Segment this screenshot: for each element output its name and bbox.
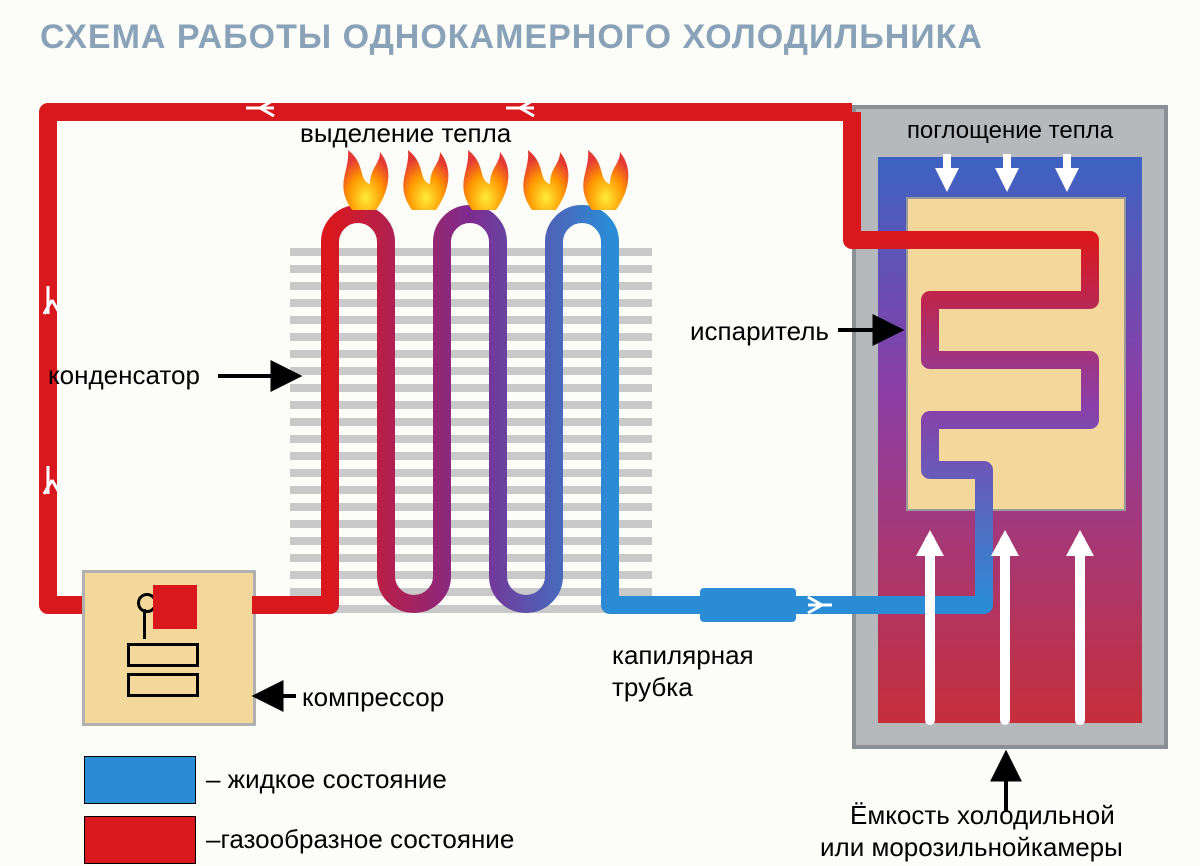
compressor-piston-icon <box>127 673 199 697</box>
heat-absorption-label: поглощение тепла <box>856 117 1164 145</box>
evaporator-box <box>906 197 1126 511</box>
legend-liquid-text: – жидкое состояние <box>206 764 447 795</box>
legend-gas-swatch <box>84 816 196 864</box>
diagram-canvas: СХЕМА РАБОТЫ ОДНОКАМЕРНОГО ХОЛОДИЛЬНИКА … <box>0 0 1200 866</box>
capillary-tube <box>700 588 796 622</box>
compressor-box <box>82 570 256 726</box>
flow-marker-icon <box>808 597 832 613</box>
page-title: СХЕМА РАБОТЫ ОДНОКАМЕРНОГО ХОЛОДИЛЬНИКА <box>40 18 983 57</box>
flame-icon <box>343 150 628 210</box>
capillary-label-1: капилярная <box>612 640 754 671</box>
legend-liquid-swatch <box>84 756 196 804</box>
compressor-motor-icon <box>153 585 197 629</box>
compressor-shaft-icon <box>143 609 146 639</box>
compressor-piston-icon <box>127 643 199 667</box>
compressor-label: компрессор <box>302 682 444 713</box>
capillary-label-2: трубка <box>612 672 693 703</box>
condenser-label: конденсатор <box>48 360 200 391</box>
evaporator-label: испаритель <box>690 316 829 347</box>
condenser-fins <box>290 248 652 610</box>
heat-emission-label: выделение тепла <box>300 118 511 149</box>
fridge-cabinet: поглощение тепла <box>852 105 1168 749</box>
cabinet-label-2: или морозильнойкамеры <box>820 832 1123 863</box>
cabinet-label-1: Ёмкость холодильной <box>850 800 1115 831</box>
legend-gas-text: –газообразное состояние <box>206 824 514 855</box>
